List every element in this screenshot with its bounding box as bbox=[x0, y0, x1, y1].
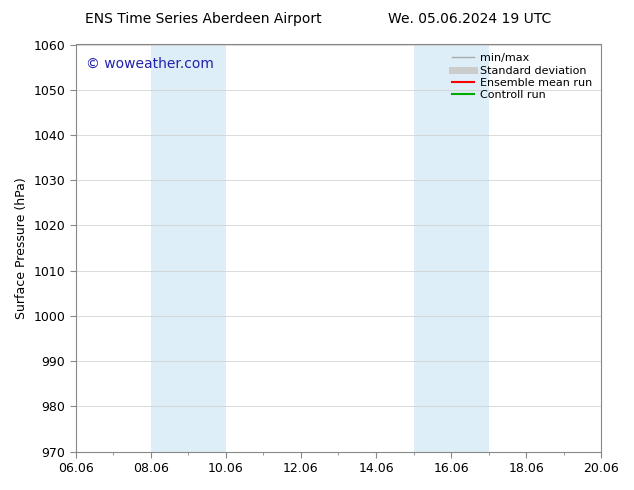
Legend: min/max, Standard deviation, Ensemble mean run, Controll run: min/max, Standard deviation, Ensemble me… bbox=[449, 50, 595, 103]
Text: We. 05.06.2024 19 UTC: We. 05.06.2024 19 UTC bbox=[387, 12, 551, 26]
Bar bbox=[170, 45, 226, 452]
Y-axis label: Surface Pressure (hPa): Surface Pressure (hPa) bbox=[15, 177, 28, 319]
Bar bbox=[151, 45, 170, 452]
Text: ENS Time Series Aberdeen Airport: ENS Time Series Aberdeen Airport bbox=[84, 12, 321, 26]
Text: © woweather.com: © woweather.com bbox=[86, 57, 214, 71]
Bar bbox=[413, 45, 432, 452]
Bar bbox=[432, 45, 489, 452]
